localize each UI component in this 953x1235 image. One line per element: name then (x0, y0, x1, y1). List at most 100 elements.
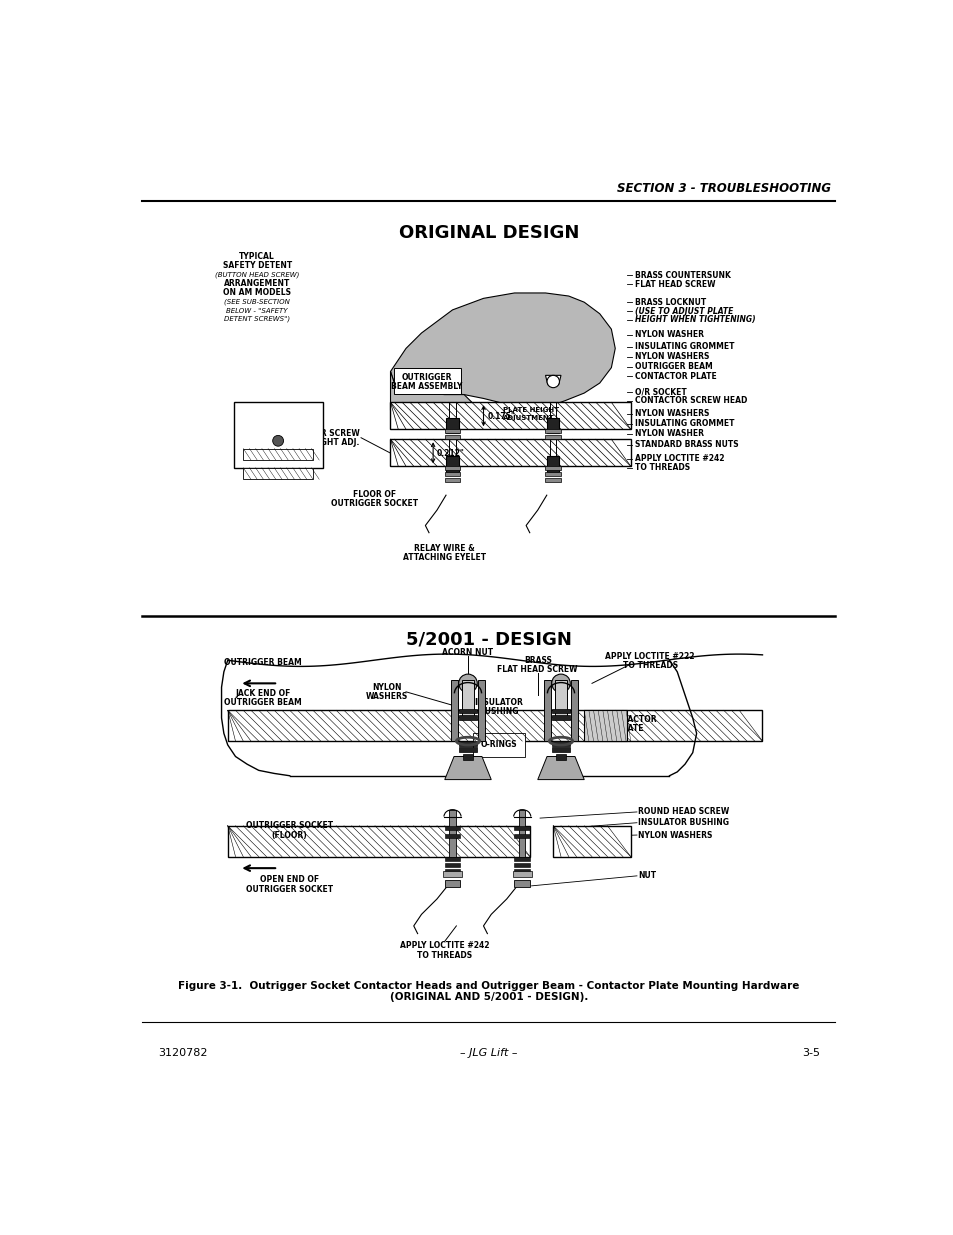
Text: RELAY WIRE &: RELAY WIRE & (414, 545, 475, 553)
Text: 0.175": 0.175" (487, 411, 515, 421)
Text: OUTRIGGER SOCKET: OUTRIGGER SOCKET (246, 885, 333, 894)
Text: PLATE HEIGHT: PLATE HEIGHT (502, 408, 558, 412)
Bar (444, 478, 459, 483)
Text: BEAM ASSEMBLY: BEAM ASSEMBLY (391, 382, 462, 390)
Bar (444, 430, 459, 433)
Text: ATTACHING EYELET: ATTACHING EYELET (403, 553, 486, 562)
Text: NYLON WASHER: NYLON WASHER (634, 430, 703, 438)
Bar (451, 679, 457, 741)
Bar (228, 826, 530, 857)
Bar (514, 834, 530, 839)
Text: (USE TO ADJUST PLATE: (USE TO ADJUST PLATE (634, 308, 732, 316)
Text: FLAT HEAD SCREW: FLAT HEAD SCREW (634, 280, 715, 289)
Text: BRASS: BRASS (523, 656, 551, 664)
Text: NYLON WASHER: NYLON WASHER (634, 330, 703, 340)
Bar (555, 679, 567, 718)
Polygon shape (390, 293, 615, 410)
Text: (BUTTON HEAD SCREW): (BUTTON HEAD SCREW) (214, 272, 299, 278)
Circle shape (546, 375, 558, 388)
Bar (444, 826, 459, 830)
Text: INSULATING GROMMET: INSULATING GROMMET (634, 420, 734, 429)
Bar (514, 857, 530, 861)
Bar (514, 879, 530, 888)
Text: ARRANGEMENT: ARRANGEMENT (224, 279, 290, 288)
Text: SAFETY DETENT: SAFETY DETENT (222, 261, 292, 269)
Bar (243, 468, 313, 479)
Bar (228, 710, 761, 741)
Text: ACORN NUT: ACORN NUT (442, 648, 493, 657)
Polygon shape (444, 375, 459, 384)
Bar (518, 810, 525, 857)
Bar (458, 715, 476, 720)
Text: OPEN END OF: OPEN END OF (260, 876, 319, 884)
Text: ON AM MODELS: ON AM MODELS (223, 289, 291, 298)
Bar (444, 466, 459, 471)
FancyBboxPatch shape (394, 368, 460, 394)
Bar (513, 871, 531, 877)
Bar (545, 478, 560, 483)
Text: CONTACTOR PLATE: CONTACTOR PLATE (634, 372, 716, 380)
Text: OUTRIGGER BEAM: OUTRIGGER BEAM (224, 698, 301, 708)
Text: 3120782: 3120782 (158, 1049, 208, 1058)
Bar (458, 709, 476, 714)
Text: TO THREADS: TO THREADS (622, 661, 677, 671)
Bar (551, 709, 570, 714)
Bar (390, 403, 630, 430)
Bar (449, 810, 456, 857)
Bar (543, 679, 550, 741)
Polygon shape (545, 375, 560, 384)
Bar (390, 440, 630, 466)
Text: INSULATOR BUSHING: INSULATOR BUSHING (638, 819, 729, 827)
Bar (446, 456, 458, 472)
Text: OUTRIGGER BEAM: OUTRIGGER BEAM (634, 362, 712, 372)
Text: INSULATOR: INSULATOR (474, 698, 523, 708)
Text: NYLON: NYLON (372, 683, 401, 692)
Text: FLAT HEAD SCREW: FLAT HEAD SCREW (497, 664, 578, 674)
Bar (545, 466, 560, 471)
Text: (SEE SUB-SECTION: (SEE SUB-SECTION (224, 299, 290, 305)
Bar (545, 436, 560, 440)
Text: INSULATING GROMMET: INSULATING GROMMET (634, 342, 734, 352)
Text: OUTRIGGER BEAM: OUTRIGGER BEAM (224, 658, 301, 667)
Text: APPLY LOCTITE #242: APPLY LOCTITE #242 (399, 941, 489, 950)
Bar (444, 834, 459, 839)
Text: ROUND HEAD SCREW: ROUND HEAD SCREW (638, 808, 729, 816)
Text: TO THREADS: TO THREADS (634, 463, 689, 472)
Text: CONTACTOR SCREW HEAD: CONTACTOR SCREW HEAD (634, 396, 746, 405)
Polygon shape (390, 372, 472, 430)
Text: HEIGHT ADJ.: HEIGHT ADJ. (306, 438, 359, 447)
Text: APPLY LOCTITE #222: APPLY LOCTITE #222 (605, 652, 694, 661)
Text: SECTION 3 - TROUBLESHOOTING: SECTION 3 - TROUBLESHOOTING (616, 182, 830, 195)
Bar (553, 826, 630, 857)
Text: OUTRIGGER SOCKET: OUTRIGGER SOCKET (246, 821, 333, 830)
Text: 5/2001 - DESIGN: 5/2001 - DESIGN (406, 630, 571, 648)
Bar (233, 403, 323, 468)
Text: (FLOOR): (FLOOR) (272, 831, 307, 840)
Text: JACK END OF: JACK END OF (234, 689, 290, 698)
Text: OUTRIGGER: OUTRIGGER (401, 373, 452, 382)
Bar (463, 755, 472, 761)
Text: NUT: NUT (638, 872, 656, 881)
Bar (514, 869, 530, 873)
Bar (446, 417, 458, 433)
Bar (551, 715, 570, 720)
Text: NYLON WASHERS: NYLON WASHERS (638, 831, 712, 840)
Bar (571, 679, 578, 741)
Polygon shape (444, 757, 491, 779)
Bar (514, 826, 530, 830)
Text: BUSHING: BUSHING (478, 708, 518, 716)
Bar (545, 472, 560, 477)
Bar (551, 747, 570, 752)
Text: NYLON WASHERS: NYLON WASHERS (634, 409, 708, 419)
Text: CONTACTOR SCREW: CONTACTOR SCREW (274, 429, 359, 437)
Circle shape (446, 375, 458, 388)
Bar (243, 448, 313, 461)
Bar (461, 679, 474, 718)
Text: OUTRIGGER SOCKET: OUTRIGGER SOCKET (331, 499, 418, 509)
Text: CONTACTOR: CONTACTOR (604, 715, 657, 724)
Bar (444, 879, 459, 888)
Bar (545, 430, 560, 433)
Text: FLOOR OF: FLOOR OF (353, 490, 396, 499)
Text: ADJUSTMENT: ADJUSTMENT (502, 415, 554, 421)
Text: 0.212": 0.212" (436, 448, 464, 458)
